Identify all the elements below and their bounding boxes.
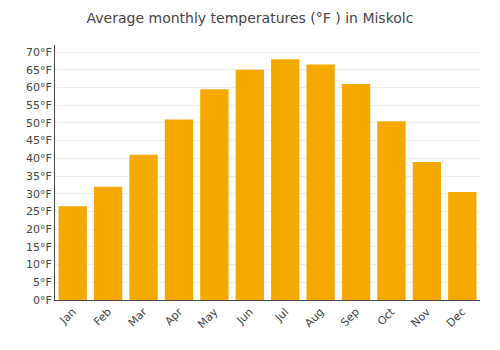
svg-text:10°F: 10°F bbox=[26, 258, 52, 271]
svg-text:65°F: 65°F bbox=[26, 64, 52, 77]
svg-text:70°F: 70°F bbox=[26, 46, 52, 59]
svg-text:Jan: Jan bbox=[57, 306, 79, 328]
svg-text:40°F: 40°F bbox=[26, 152, 52, 165]
svg-text:Apr: Apr bbox=[162, 305, 185, 328]
svg-text:Average monthly temperatures (: Average monthly temperatures (°F ) in Mi… bbox=[87, 10, 414, 26]
svg-text:60°F: 60°F bbox=[26, 81, 52, 94]
svg-text:20°F: 20°F bbox=[26, 223, 52, 236]
svg-text:May: May bbox=[195, 305, 221, 331]
svg-text:Jul: Jul bbox=[272, 306, 291, 325]
svg-text:Dec: Dec bbox=[444, 306, 468, 330]
svg-text:55°F: 55°F bbox=[26, 99, 52, 112]
svg-text:25°F: 25°F bbox=[26, 205, 52, 218]
svg-text:Aug: Aug bbox=[302, 306, 326, 330]
svg-text:Oct: Oct bbox=[375, 305, 398, 328]
svg-text:Feb: Feb bbox=[91, 306, 114, 329]
svg-text:50°F: 50°F bbox=[26, 117, 52, 130]
svg-text:Nov: Nov bbox=[409, 305, 434, 330]
svg-text:5°F: 5°F bbox=[33, 276, 52, 289]
svg-text:45°F: 45°F bbox=[26, 134, 52, 147]
svg-text:Sep: Sep bbox=[338, 306, 362, 330]
svg-text:30°F: 30°F bbox=[26, 188, 52, 201]
svg-text:Jun: Jun bbox=[234, 305, 256, 327]
svg-text:Mar: Mar bbox=[126, 305, 150, 329]
svg-text:15°F: 15°F bbox=[26, 241, 52, 254]
svg-text:35°F: 35°F bbox=[26, 170, 52, 183]
svg-text:0°F: 0°F bbox=[33, 294, 52, 307]
